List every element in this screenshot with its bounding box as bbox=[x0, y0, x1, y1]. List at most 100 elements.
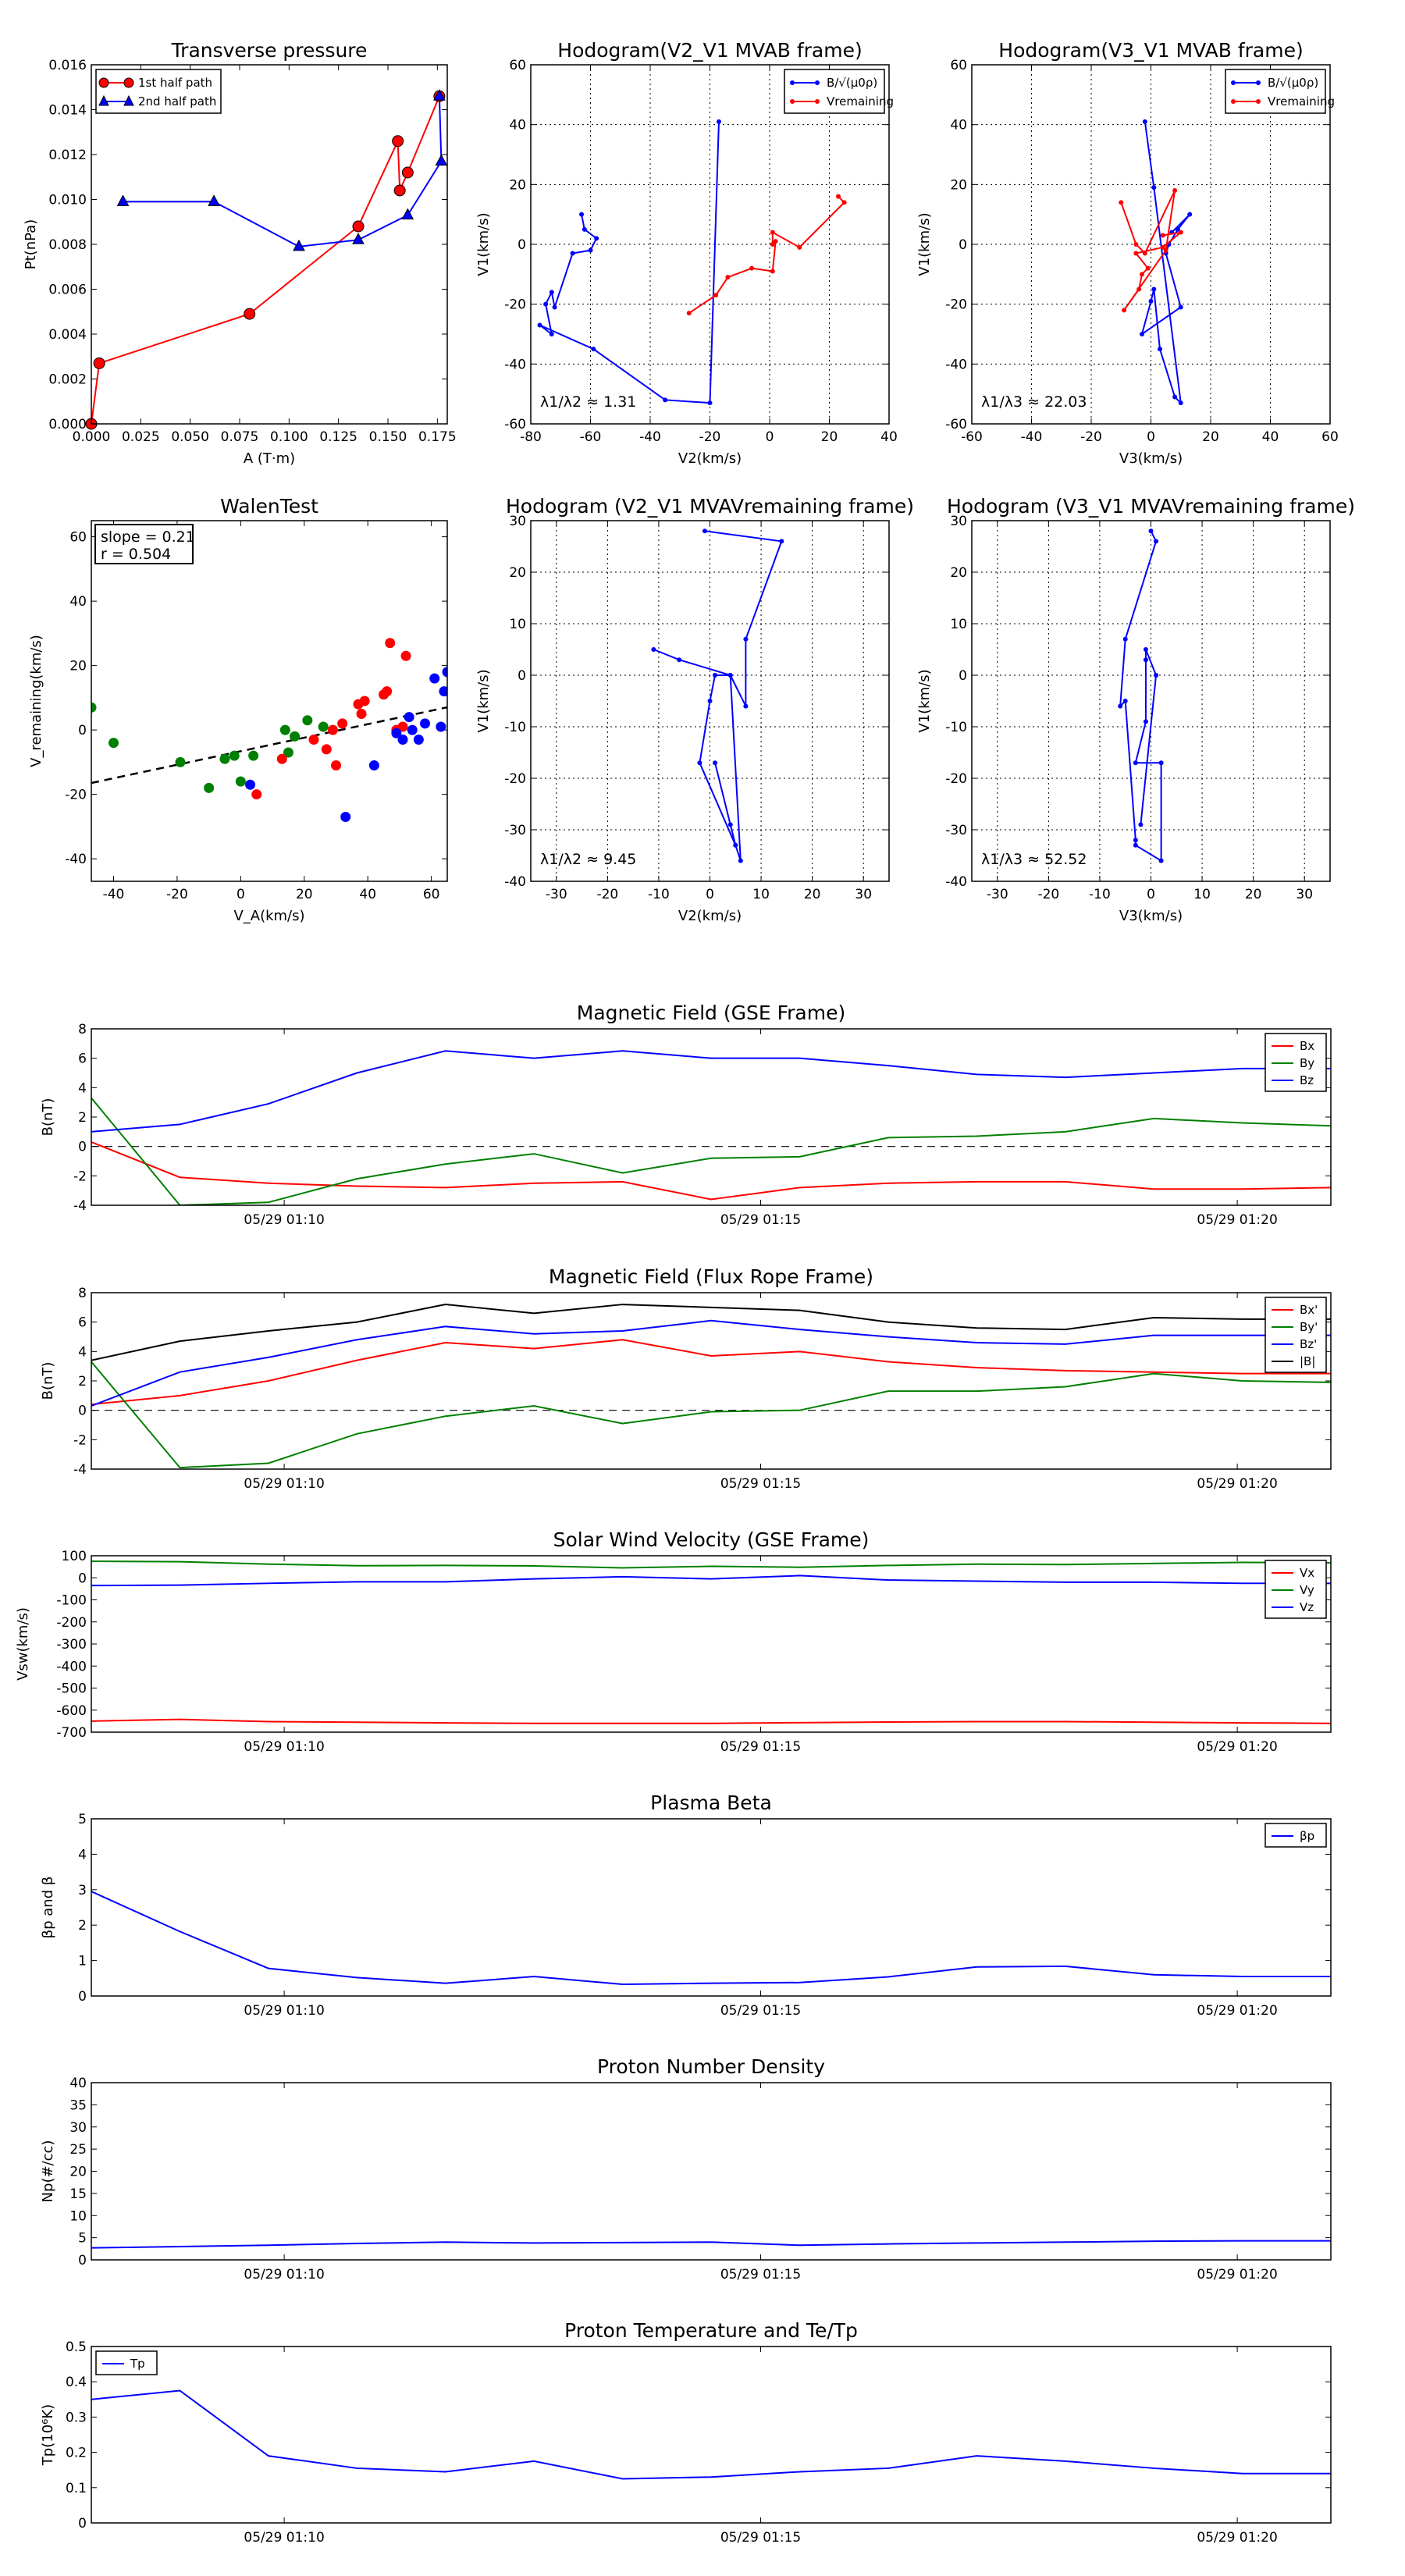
series-line-1 bbox=[91, 1718, 1331, 1724]
x-tick-label: -20 bbox=[1037, 887, 1059, 902]
y-tick-label: -20 bbox=[945, 297, 967, 313]
series-line-3 bbox=[91, 1050, 1331, 1133]
y-tick-label: -40 bbox=[945, 874, 967, 890]
y-tick-label: -500 bbox=[56, 1681, 87, 1697]
x-tick-label: -20 bbox=[1080, 429, 1102, 445]
y-tick-label: -20 bbox=[504, 771, 526, 787]
y-tick-label: -40 bbox=[65, 852, 87, 867]
data-point bbox=[579, 212, 585, 217]
data-point bbox=[385, 638, 396, 649]
data-point bbox=[359, 696, 370, 706]
axes-frame bbox=[91, 1555, 1332, 1733]
x-tick-label: 30 bbox=[855, 887, 872, 902]
legend: B/√(μ0ρ) Vremaining bbox=[1225, 69, 1335, 114]
y-tick-label: 6 bbox=[78, 1051, 87, 1067]
data-point bbox=[401, 208, 414, 220]
axes-frame bbox=[91, 520, 448, 882]
legend: Bx' By' Bz' |B| bbox=[1264, 1297, 1327, 1373]
y-tick-label: 3 bbox=[78, 1883, 87, 1898]
data-point bbox=[435, 154, 448, 166]
axes-frame bbox=[530, 64, 890, 425]
chart-title: Hodogram (V2_V1 MVAVremaining frame) bbox=[506, 495, 914, 518]
legend-marker bbox=[123, 77, 134, 88]
y-tick-label: 0.008 bbox=[48, 237, 87, 253]
data-point bbox=[570, 251, 575, 256]
y-tick-label: -20 bbox=[65, 788, 87, 803]
chart-title: Magnetic Field (Flux Rope Frame) bbox=[549, 1265, 873, 1288]
y-axis-label: V1(km/s) bbox=[475, 212, 492, 276]
y-tick-label: -2 bbox=[73, 1169, 87, 1184]
y-tick-label: -4 bbox=[73, 1198, 87, 1214]
data-point bbox=[397, 735, 408, 745]
data-point bbox=[713, 293, 719, 298]
x-tick-label: 05/29 01:15 bbox=[720, 2003, 801, 2019]
data-point bbox=[594, 236, 599, 241]
y-tick-label: 0.002 bbox=[48, 372, 87, 388]
y-tick-label: 0.014 bbox=[48, 103, 87, 119]
series-line-3 bbox=[91, 1319, 1331, 1407]
data-point bbox=[391, 728, 402, 738]
legend-marker bbox=[1256, 99, 1261, 104]
x-tick-label: -30 bbox=[987, 887, 1008, 902]
data-point bbox=[433, 89, 446, 101]
legend-marker bbox=[1231, 99, 1236, 104]
plot-area bbox=[91, 1050, 1331, 1205]
chart-title: Hodogram(V2_V1 MVAB frame) bbox=[557, 39, 862, 62]
x-tick-label: -10 bbox=[648, 887, 670, 902]
x-tick-label: 0.075 bbox=[221, 429, 259, 445]
y-tick-label: -30 bbox=[945, 823, 967, 838]
legend: Bx By Bz bbox=[1264, 1033, 1327, 1092]
y-tick-label: 40 bbox=[950, 118, 967, 133]
y-tick-label: 35 bbox=[69, 2097, 87, 2113]
series-line-2 bbox=[1120, 190, 1184, 311]
x-tick-label: 0 bbox=[766, 429, 774, 445]
y-tick-label: 1 bbox=[78, 1954, 87, 1969]
data-point bbox=[352, 220, 365, 233]
legend-label: Bz' bbox=[1300, 1337, 1317, 1351]
data-point bbox=[1163, 247, 1168, 253]
data-point bbox=[229, 750, 240, 761]
x-tick-label: 20 bbox=[804, 887, 821, 902]
data-point bbox=[420, 718, 430, 729]
x-tick-label: -20 bbox=[596, 887, 618, 902]
y-tick-label: 5 bbox=[78, 2231, 87, 2247]
series-line-1 bbox=[91, 95, 440, 424]
annotation-text: λ1/λ3 ≈ 52.52 bbox=[981, 851, 1087, 868]
data-point bbox=[552, 304, 557, 310]
y-tick-label: 0.010 bbox=[48, 193, 87, 208]
data-point bbox=[1143, 719, 1148, 724]
legend-label: By' bbox=[1300, 1320, 1318, 1334]
x-tick-label: 60 bbox=[1321, 429, 1339, 445]
data-point bbox=[340, 812, 351, 822]
x-tick-label: -20 bbox=[166, 887, 188, 902]
data-point bbox=[327, 724, 338, 735]
series-line-1 bbox=[91, 1891, 1331, 1986]
data-point bbox=[283, 747, 293, 758]
data-point bbox=[1133, 242, 1139, 247]
x-tick-label: -20 bbox=[699, 429, 721, 445]
x-tick-label: 05/29 01:20 bbox=[1197, 2003, 1277, 2019]
data-point bbox=[175, 756, 186, 767]
y-tick-label: -40 bbox=[504, 874, 526, 890]
data-point bbox=[1172, 188, 1178, 193]
chart-11: 0 5 10 15 20 25 30 35 40 05/29 01:10 05/29 01:15 05… bbox=[40, 2055, 1332, 2282]
x-tick-label: 0.050 bbox=[171, 429, 209, 445]
legend-marker bbox=[98, 77, 109, 88]
x-tick-label: 0 bbox=[706, 887, 714, 902]
axes-frame bbox=[530, 520, 890, 882]
x-tick-label: -80 bbox=[520, 429, 542, 445]
data-point bbox=[1143, 657, 1148, 663]
x-tick-label: 40 bbox=[1262, 429, 1279, 445]
legend-label: Bx' bbox=[1300, 1303, 1318, 1317]
y-tick-label: 8 bbox=[78, 1022, 87, 1037]
data-point bbox=[1133, 251, 1139, 256]
data-point bbox=[1160, 233, 1165, 238]
data-point bbox=[1138, 822, 1144, 827]
data-point bbox=[208, 194, 220, 206]
fit-line bbox=[91, 706, 447, 785]
axes-frame bbox=[91, 1028, 1332, 1206]
data-point bbox=[1151, 185, 1157, 190]
chart-1: 0.000 0.025 0.050 0.075 0.100 0.125 0.150 0.175… bbox=[23, 39, 457, 467]
x-tick-label: -10 bbox=[1089, 887, 1111, 902]
